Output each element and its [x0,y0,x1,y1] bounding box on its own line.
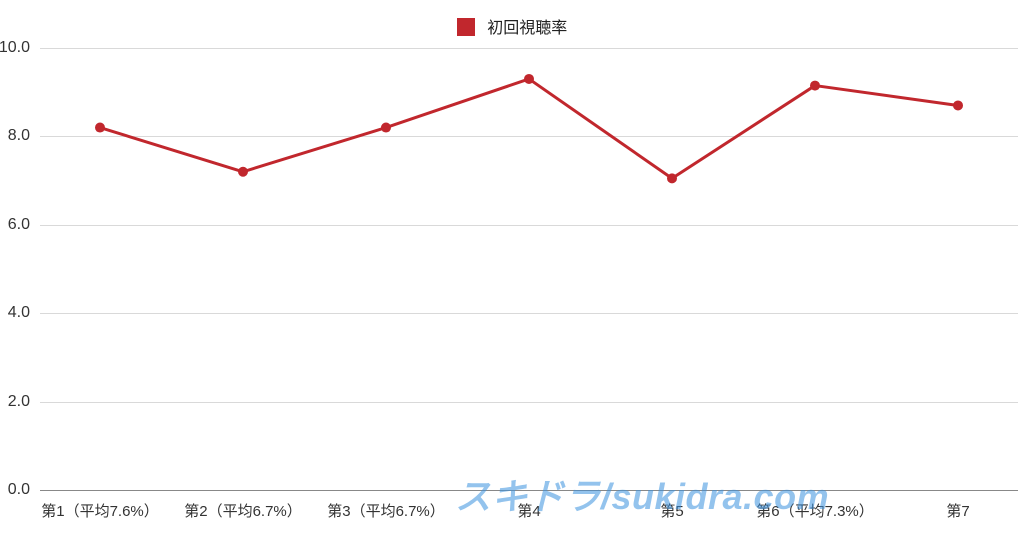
line-plot [0,0,1024,538]
x-tick-label: 第6（平均7.3%） [756,500,874,521]
data-point [953,100,963,110]
x-tick-label: 第7 [946,500,969,521]
data-point [524,74,534,84]
data-point [238,167,248,177]
chart-container: 初回視聴率 0.02.04.06.08.010.0 第1（平均7.6%）第2（平… [0,0,1024,538]
x-tick-label: 第5 [660,500,683,521]
x-tick-label: 第1（平均7.6%） [41,500,159,521]
data-point [667,173,677,183]
data-point [810,81,820,91]
data-point [381,123,391,133]
series-line [100,79,958,178]
data-point [95,123,105,133]
x-tick-label: 第2（平均6.7%） [184,500,302,521]
x-tick-label: 第3（平均6.7%） [327,500,445,521]
x-tick-label: 第4 [517,500,540,521]
